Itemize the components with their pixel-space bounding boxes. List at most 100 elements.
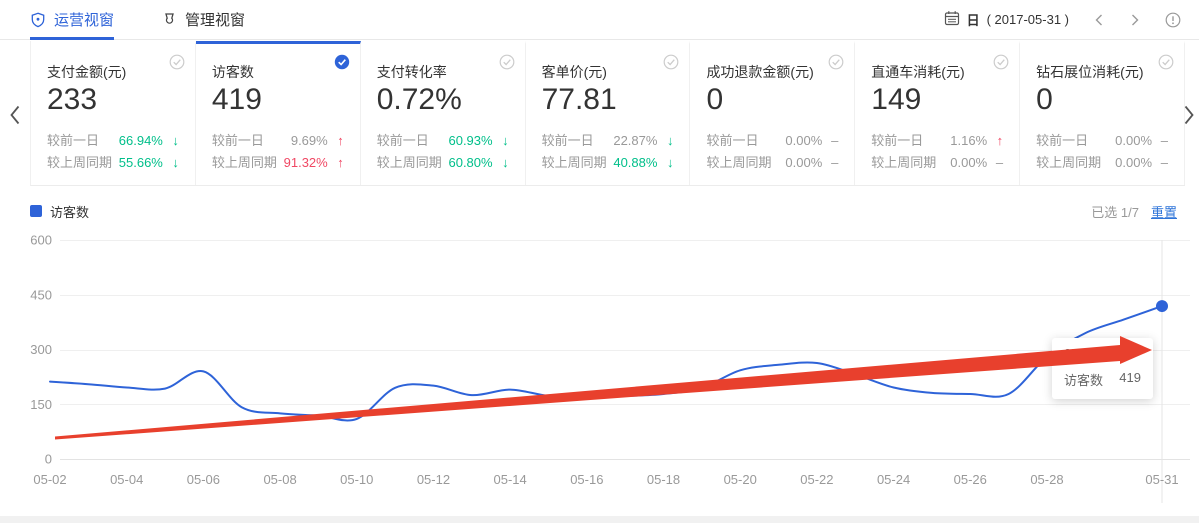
metric-card-title: 客单价(元) [541, 64, 607, 80]
check-circle-icon[interactable] [993, 54, 1009, 75]
y-axis-label: 450 [30, 287, 52, 302]
metric-card-title: 访客数 [211, 64, 254, 80]
tooltip-date: 05-31 [1064, 346, 1098, 361]
tooltip-metric: 访客数 [1064, 373, 1104, 388]
x-axis-label: 05-20 [724, 472, 757, 487]
tab-management-view[interactable]: 管理视窗 [162, 0, 245, 39]
compare-label: 较前一日 [47, 132, 100, 148]
tooltip-value: 419 [1119, 370, 1141, 385]
comparison-row: 较上周同期 0.00% – [1036, 153, 1168, 173]
trend-down-icon: ↓ [502, 132, 509, 148]
compare-label: 较上周同期 [871, 154, 937, 170]
compare-value: 0.00% [950, 154, 988, 170]
bell-icon [162, 12, 177, 28]
next-date-button[interactable] [1129, 13, 1141, 27]
metric-card-value: 0.72% [376, 83, 462, 116]
trend-down-icon: ↓ [502, 154, 509, 170]
trend-flat-icon: – [995, 154, 1004, 170]
compare-value: 91.32% [283, 154, 328, 170]
x-axis-label: 05-04 [110, 472, 143, 487]
metric-card-4[interactable]: 客单价(元) 77.81 较前一日 22.87% ↓ 较上周同期 40.88% ↓ [526, 41, 691, 185]
reset-link[interactable]: 重置 [1150, 204, 1177, 220]
x-axis-label: 05-28 [1030, 472, 1063, 487]
x-axis-label: 05-02 [33, 472, 66, 487]
comparison-row: 较上周同期 91.32% ↑ [212, 153, 344, 173]
compare-value: 66.94% [118, 132, 163, 148]
x-axis-label: 05-10 [340, 472, 373, 487]
metric-card-value: 233 [47, 83, 98, 116]
compare-value: 0.00% [1115, 132, 1153, 148]
calendar-icon [944, 10, 960, 29]
compare-value: 0.00% [1115, 154, 1153, 170]
date-picker[interactable]: 日 ( 2017-05-31 ) [944, 10, 1069, 29]
compare-value: 0.00% [785, 154, 823, 170]
metric-card-title: 支付转化率 [376, 64, 447, 80]
comparison-row: 较前一日 1.16% ↑ [871, 131, 1003, 151]
metric-card-6[interactable]: 直通车消耗(元) 149 较前一日 1.16% ↑ 较上周同期 0.00% – [855, 41, 1021, 185]
compare-label: 较前一日 [706, 132, 759, 148]
legend-item-visitors[interactable]: 访客数 [50, 204, 90, 220]
x-axis-label: 05-31 [1145, 472, 1178, 487]
compare-value: 1.16% [950, 132, 988, 148]
compare-value: 0.00% [785, 132, 823, 148]
trend-down-icon: ↓ [666, 132, 674, 148]
date-granularity: 日 [966, 13, 980, 28]
comparison-row: 较前一日 60.93% ↓ [377, 131, 509, 151]
compare-value: 22.87% [613, 132, 658, 148]
trend-flat-icon: – [1160, 154, 1169, 170]
trend-down-icon: ↓ [172, 132, 179, 148]
metric-card-value: 419 [211, 83, 262, 116]
comparison-row: 较上周同期 0.00% – [871, 153, 1003, 173]
x-axis-label: 05-22 [800, 472, 833, 487]
comparison-row: 较前一日 22.87% ↓ [542, 131, 674, 151]
trend-down-icon: ↓ [172, 154, 179, 170]
check-circle-icon[interactable] [499, 54, 515, 75]
comparison-row: 较上周同期 40.88% ↓ [542, 153, 674, 173]
metric-card-value: 77.81 [541, 83, 617, 116]
metric-card-value: 0 [706, 83, 724, 116]
date-value: ( 2017-05-31 ) [986, 12, 1069, 27]
compare-label: 较前一日 [376, 132, 429, 148]
compare-label: 较前一日 [211, 132, 264, 148]
tab-label: 运营视窗 [54, 12, 115, 29]
y-axis-label: 0 [45, 452, 52, 467]
check-circle-icon[interactable] [663, 54, 679, 75]
top-nav-bar: 运营视窗 管理视窗 [0, 0, 1199, 40]
check-circle-icon[interactable] [1158, 54, 1174, 75]
check-circle-selected-icon[interactable] [334, 54, 350, 75]
trend-down-icon: ↓ [666, 154, 674, 170]
metric-card-3[interactable]: 支付转化率 0.72% 较前一日 60.93% ↓ 较上周同期 60.80% ↓ [361, 41, 526, 185]
trend-up-icon: ↑ [996, 132, 1004, 148]
check-circle-icon[interactable] [169, 54, 185, 75]
metric-card-title: 成功退款金额(元) [706, 64, 814, 80]
metric-card-value: 0 [1036, 83, 1053, 116]
metric-card-2[interactable]: 访客数 419 较前一日 9.69% ↑ 较上周同期 91.32% ↑ [195, 41, 361, 185]
trend-flat-icon: – [1160, 132, 1169, 148]
x-axis-label: 05-06 [187, 472, 220, 487]
cards-scroll-right-button[interactable] [1182, 104, 1196, 131]
chart-tooltip: 05-31 访客数 419 [1052, 338, 1153, 399]
metric-card-7[interactable]: 钻石展位消耗(元) 0 较前一日 0.00% – 较上周同期 0.00% – [1020, 41, 1186, 185]
check-circle-icon[interactable] [828, 54, 844, 75]
metric-cards-row: 支付金额(元) 233 较前一日 66.94% ↓ 较上周同期 55.66% ↓ 访客数 419 较… [30, 41, 1186, 186]
bottom-strip [0, 516, 1199, 523]
x-axis-label: 05-12 [417, 472, 450, 487]
trend-up-icon: ↑ [337, 154, 344, 170]
visitors-line-series [49, 305, 1163, 422]
compare-value: 55.66% [118, 154, 163, 170]
legend-color-swatch [30, 205, 42, 217]
cards-scroll-left-button[interactable] [8, 104, 22, 131]
highlighted-data-point[interactable] [1156, 300, 1168, 313]
metric-card-5[interactable]: 成功退款金额(元) 0 较前一日 0.00% – 较上周同期 0.00% – [690, 41, 856, 185]
tab-label: 管理视窗 [185, 12, 246, 29]
tab-operations-view[interactable]: 运营视窗 [30, 0, 115, 40]
compare-label: 较前一日 [541, 132, 594, 148]
trend-up-icon: ↑ [337, 132, 344, 148]
metric-card-1[interactable]: 支付金额(元) 233 较前一日 66.94% ↓ 较上周同期 55.66% ↓ [31, 41, 196, 185]
compare-label: 较上周同期 [211, 154, 277, 170]
info-icon[interactable] [1165, 12, 1181, 28]
comparison-row: 较前一日 66.94% ↓ [47, 131, 179, 151]
prev-date-button[interactable] [1093, 13, 1105, 27]
